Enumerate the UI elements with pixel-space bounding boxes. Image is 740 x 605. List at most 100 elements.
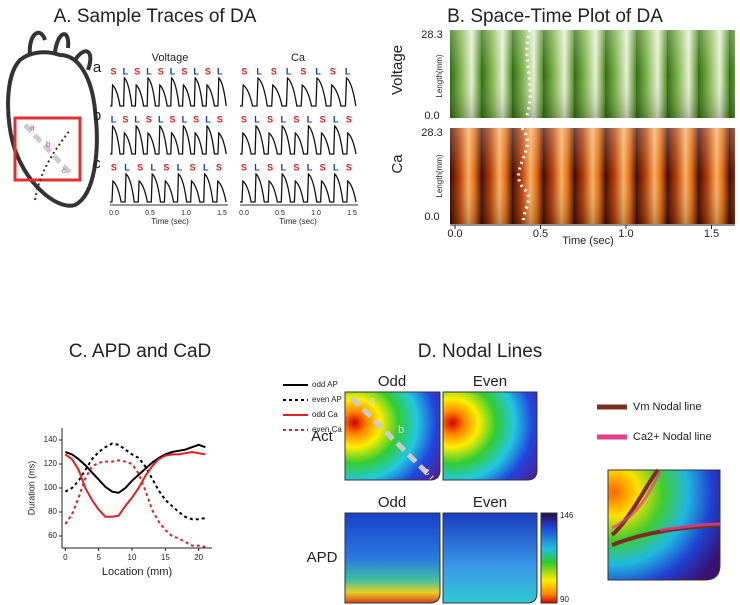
ca-nodal-line xyxy=(659,522,721,532)
beat-label: S xyxy=(330,66,336,76)
x-tick-label: 1.0 xyxy=(181,210,191,217)
beat-label: L xyxy=(151,162,157,172)
heart-label: b xyxy=(46,140,51,149)
x-tick-label: 1.5 xyxy=(217,210,227,217)
beat-label: S xyxy=(163,162,169,172)
column-label: Ca xyxy=(291,52,306,64)
beat-label: S xyxy=(216,162,222,172)
x-tick-label: 0.0 xyxy=(447,228,462,240)
map-label: a xyxy=(369,395,376,407)
column-label: Voltage xyxy=(152,52,189,64)
trace xyxy=(240,172,357,203)
panel-title: D. Nodal Lines xyxy=(418,341,543,362)
trace xyxy=(110,124,227,155)
x-tick-label: 15 xyxy=(161,553,170,562)
beat-label: L xyxy=(158,114,164,124)
beat-label: S xyxy=(300,66,306,76)
scan-line xyxy=(23,123,74,177)
beat-label: L xyxy=(134,114,140,124)
beat-label: S xyxy=(137,162,143,172)
heart-label: c xyxy=(62,166,66,175)
scan-line xyxy=(350,396,434,480)
vm-nodal-line xyxy=(610,468,660,537)
beat-label: L xyxy=(256,66,262,76)
nodal-map xyxy=(607,469,721,581)
x-tick-label: 0.5 xyxy=(275,210,285,217)
ca-shade xyxy=(450,128,735,224)
beat-label: S xyxy=(267,162,273,172)
beat-label: L xyxy=(307,114,313,124)
beat-label: L xyxy=(177,162,183,172)
beat-label: S xyxy=(122,114,128,124)
beat-label: L xyxy=(146,66,152,76)
panel-title: B. Space-Time Plot of DA xyxy=(447,6,663,27)
series-line xyxy=(64,443,206,494)
beat-label: L xyxy=(254,114,260,124)
beat-label: S xyxy=(158,66,164,76)
x-axis-label: Location (mm) xyxy=(102,566,172,578)
x-tick-label: 1.0 xyxy=(311,210,321,217)
beat-label: S xyxy=(346,114,352,124)
apd-odd-map xyxy=(344,512,441,604)
x-tick-label: 10 xyxy=(128,553,137,562)
x-tick-label: 1.5 xyxy=(704,228,719,240)
beat-label: L xyxy=(254,162,260,172)
beat-label: S xyxy=(320,114,326,124)
colorbar xyxy=(540,512,558,604)
beat-label: S xyxy=(241,114,247,124)
y-tick-label: 60 xyxy=(48,531,57,540)
trace xyxy=(110,76,227,107)
x-axis-label: Time (sec) xyxy=(562,235,614,247)
y-tick-label: 28.3 xyxy=(421,127,442,139)
beat-label: L xyxy=(205,114,211,124)
heart-drawing xyxy=(6,30,99,208)
row-label: Act xyxy=(311,428,334,445)
beat-label: S xyxy=(346,162,352,172)
x-tick-label: 0.5 xyxy=(145,210,155,217)
trace xyxy=(240,76,357,107)
y-axis-label: Duration (ms) xyxy=(26,461,36,516)
y-tick-label: 0.0 xyxy=(424,110,439,122)
beat-label: L xyxy=(333,162,339,172)
y-tick-label: 80 xyxy=(48,507,57,516)
beat-label: S xyxy=(293,114,299,124)
beat-label: S xyxy=(190,162,196,172)
map-label: Ca xyxy=(389,154,406,174)
beat-label: L xyxy=(281,162,287,172)
beat-label: S xyxy=(271,66,277,76)
axis-label: Time (sec) xyxy=(279,217,317,226)
series-line xyxy=(64,450,206,518)
beat-label: S xyxy=(320,162,326,172)
x-tick-label: 0.0 xyxy=(239,210,249,217)
beat-label: L xyxy=(286,66,292,76)
nodal-trace xyxy=(524,29,532,119)
beat-label: L xyxy=(307,162,313,172)
beat-label: S xyxy=(193,114,199,124)
beat-label: S xyxy=(293,162,299,172)
x-tick-label: 20 xyxy=(194,553,203,562)
beat-label: S xyxy=(181,66,187,76)
beat-label: L xyxy=(333,114,339,124)
beat-label: S xyxy=(267,114,273,124)
row-label: a xyxy=(93,59,102,76)
y-tick-label: 100 xyxy=(44,483,58,492)
beat-label: L xyxy=(170,66,176,76)
apd-even-map xyxy=(442,512,538,604)
beat-label: S xyxy=(111,162,117,172)
beat-label: S xyxy=(170,114,176,124)
map-label: c xyxy=(424,466,430,478)
beat-label: S xyxy=(205,66,211,76)
beat-label: S xyxy=(217,114,223,124)
column-label: Even xyxy=(473,373,507,390)
series-line xyxy=(64,459,206,548)
panel-title: A. Sample Traces of DA xyxy=(54,6,257,27)
beat-label: S xyxy=(241,162,247,172)
legend-label: odd Ca xyxy=(312,410,338,419)
trace xyxy=(110,172,227,203)
chart-title: C. APD and CaD xyxy=(69,341,212,362)
map-label: Voltage xyxy=(389,45,406,95)
beat-label: L xyxy=(123,66,129,76)
region-box xyxy=(13,116,82,182)
row-label: b xyxy=(93,107,101,124)
